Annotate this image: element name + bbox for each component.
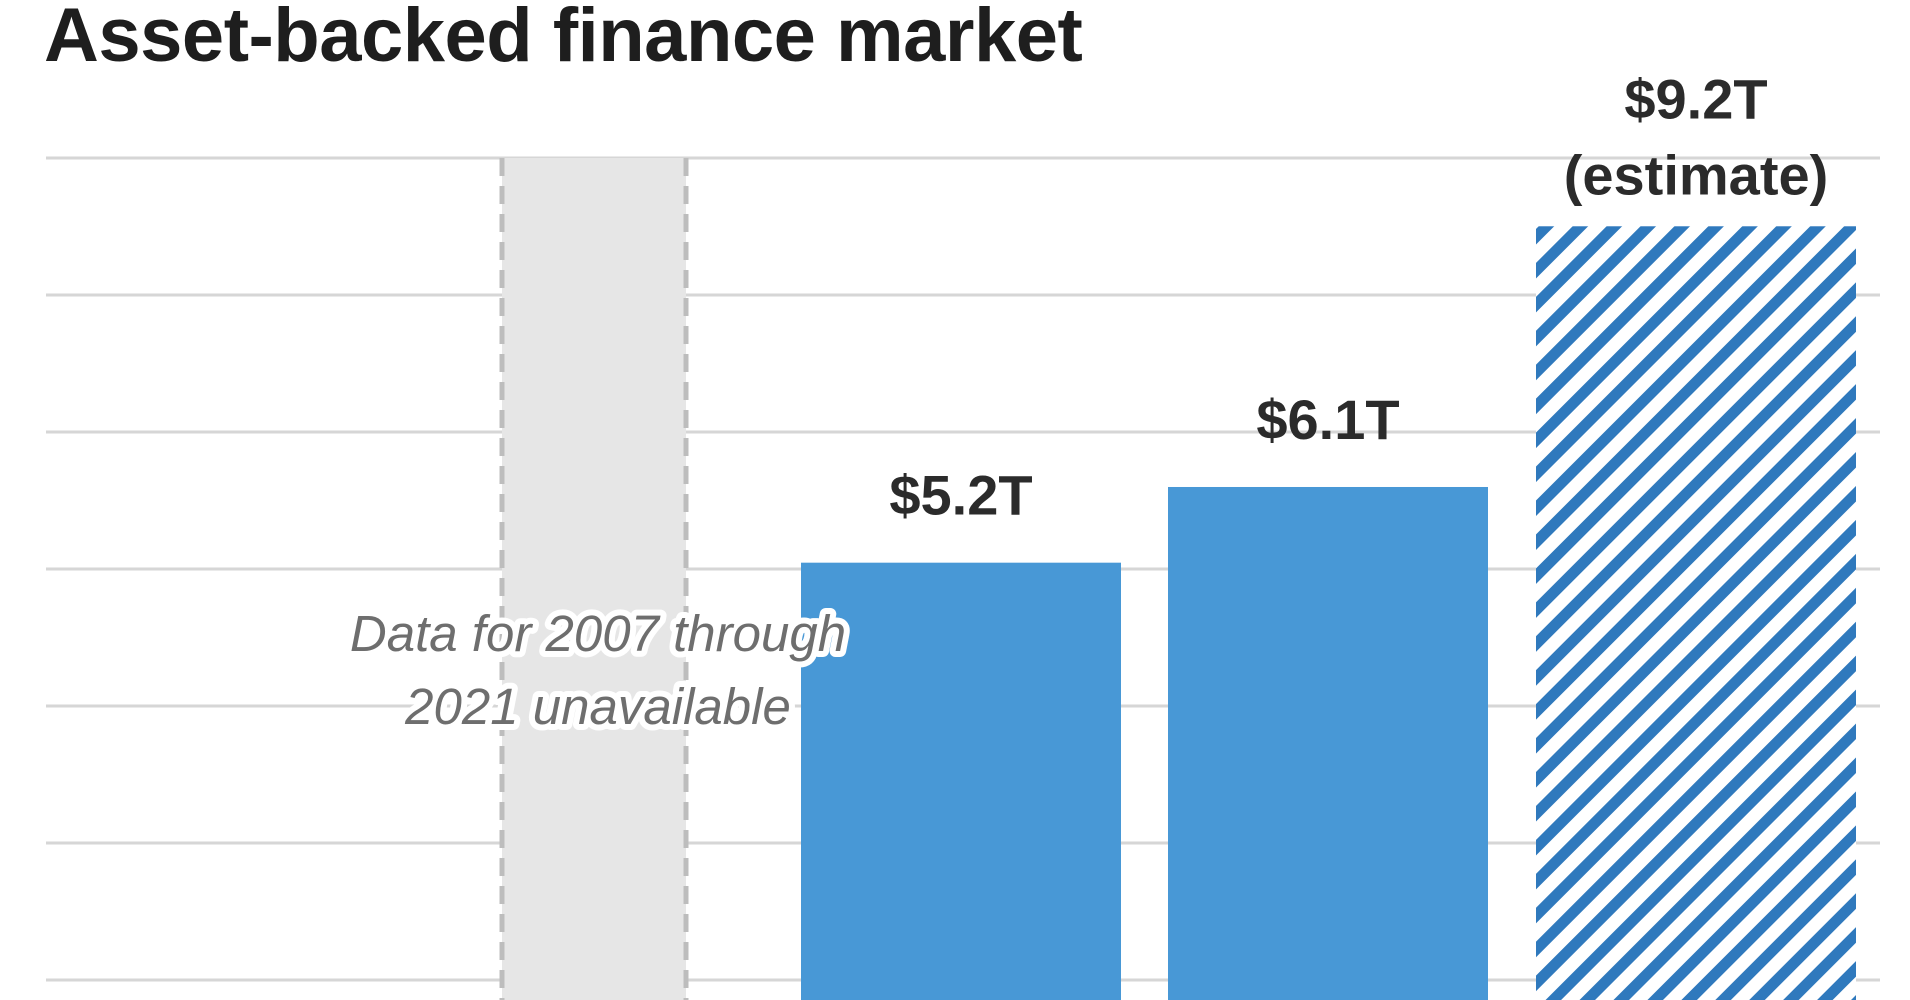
bar [801, 562, 1121, 1000]
chart-title: Asset-backed finance market [44, 0, 1083, 78]
data-gap-shade [502, 158, 686, 1000]
gap-annotation: 2021 unavailable [404, 678, 791, 735]
data-label: $9.2T [1624, 67, 1767, 130]
data-gap-region [499, 158, 689, 1000]
gap-annotation-halo: Data for 2007 through [350, 605, 846, 662]
data-labels: $5.2T $6.1T $9.2T (estimate) Data for 2007 t… [344, 67, 1829, 741]
bars [801, 226, 1856, 1000]
estimate-label: (estimate) [1564, 143, 1829, 206]
bar-estimate [1536, 226, 1856, 1000]
label-background [1606, 71, 1786, 134]
bar [1168, 486, 1488, 1000]
gap-annotation-halo: 2021 unavailable [404, 678, 791, 735]
gap-annotation: Data for 2007 through [350, 605, 846, 662]
data-label: $5.2T [889, 464, 1032, 527]
data-label: $6.1T [1256, 388, 1399, 451]
